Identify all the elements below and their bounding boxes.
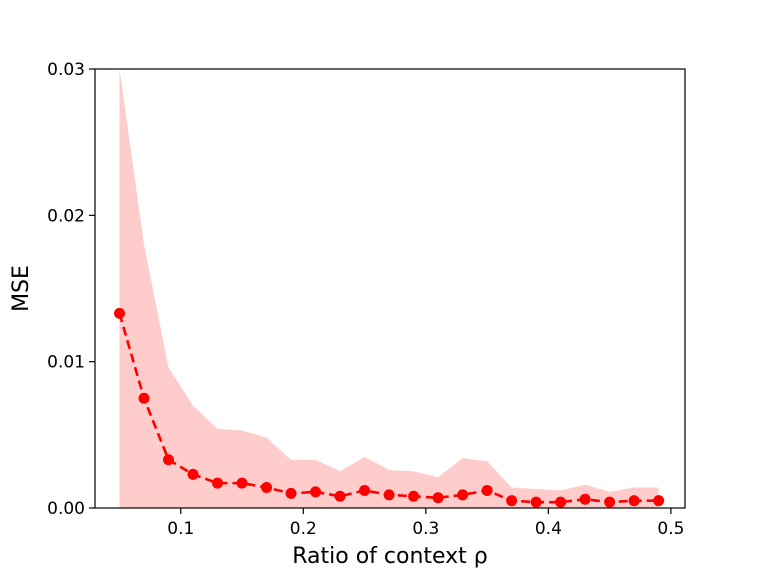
x-tick-label: 0.1 (167, 519, 194, 539)
x-axis-ticks: 0.1 0.2 0.3 0.4 0.5 (167, 508, 684, 539)
data-point (163, 454, 175, 466)
data-point (604, 496, 616, 508)
data-point (261, 482, 273, 494)
plot-frame (94, 68, 686, 509)
data-point (187, 468, 199, 480)
y-tick-label: 0.03 (47, 60, 85, 80)
data-point (555, 496, 567, 508)
data-point (457, 489, 469, 501)
data-point (383, 489, 395, 501)
data-point (579, 493, 591, 505)
data-point (506, 495, 518, 507)
y-axis-ticks: 0.00 0.01 0.02 0.03 (47, 60, 95, 519)
data-point (114, 307, 126, 319)
data-point (212, 477, 224, 489)
data-point (236, 477, 248, 489)
data-point (530, 496, 542, 508)
y-tick-label: 0.00 (47, 499, 85, 519)
x-tick-label: 0.5 (657, 519, 684, 539)
x-axis-label: Ratio of context ρ (292, 544, 488, 569)
data-point (310, 486, 322, 498)
confidence-band (119, 69, 659, 508)
data-point (285, 487, 297, 499)
series-marker-layer (114, 307, 665, 508)
y-axis-label: MSE (9, 265, 34, 312)
confidence-band-layer (119, 69, 659, 508)
y-tick-label: 0.02 (47, 206, 85, 226)
data-point (628, 495, 640, 507)
data-point (653, 495, 665, 507)
data-point (334, 490, 346, 502)
y-tick-label: 0.01 (47, 353, 85, 373)
data-point (359, 484, 371, 496)
data-point (408, 490, 420, 502)
x-tick-label: 0.4 (535, 519, 562, 539)
data-point (138, 392, 150, 404)
x-tick-label: 0.2 (290, 519, 317, 539)
data-point (432, 492, 444, 504)
data-point (481, 484, 493, 496)
x-tick-label: 0.3 (412, 519, 439, 539)
